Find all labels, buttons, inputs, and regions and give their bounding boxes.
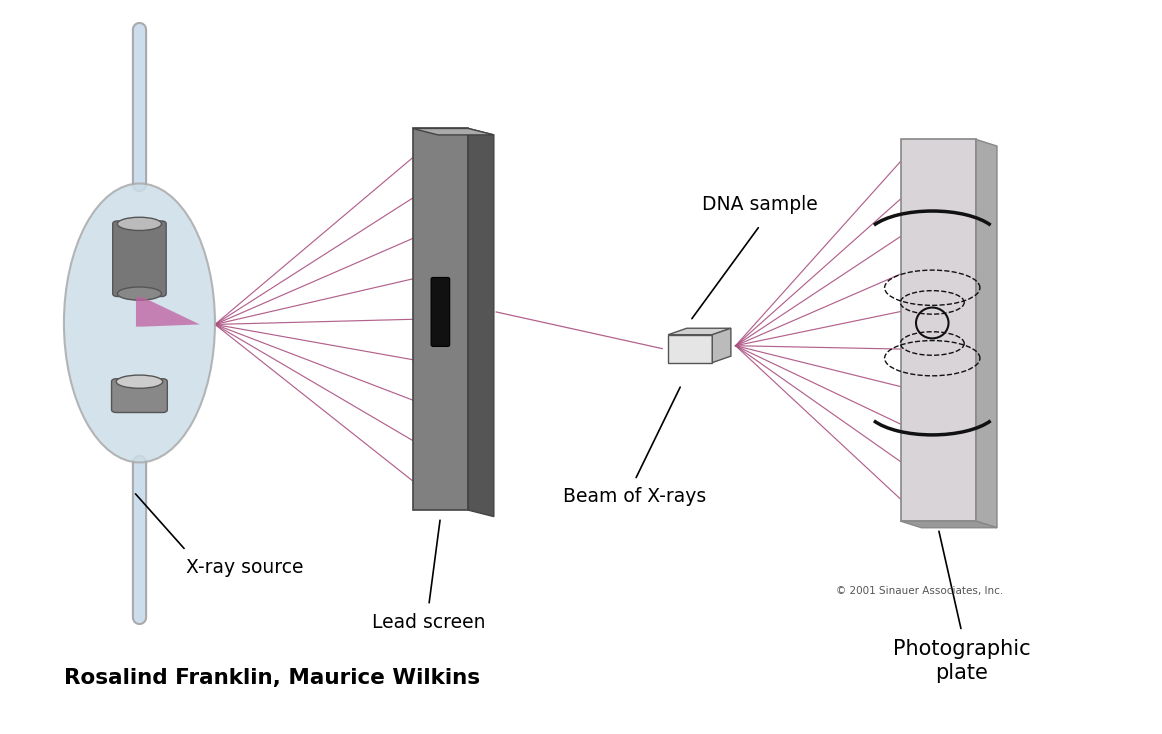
Polygon shape [413,128,468,510]
FancyBboxPatch shape [112,379,167,413]
FancyBboxPatch shape [431,277,450,346]
Ellipse shape [117,217,162,230]
Text: DNA sample: DNA sample [702,195,818,214]
Polygon shape [712,328,731,363]
Text: © 2001 Sinauer Associates, Inc.: © 2001 Sinauer Associates, Inc. [835,586,1003,597]
Polygon shape [136,297,200,327]
Polygon shape [901,139,976,521]
Text: Lead screen: Lead screen [372,613,486,632]
Ellipse shape [64,184,215,462]
Polygon shape [468,128,494,517]
Polygon shape [901,521,997,528]
FancyBboxPatch shape [113,221,166,297]
Text: Photographic
plate: Photographic plate [892,639,1031,683]
Ellipse shape [116,375,163,388]
Polygon shape [413,128,494,135]
Polygon shape [668,328,731,335]
Ellipse shape [117,287,162,300]
Text: Rosalind Franklin, Maurice Wilkins: Rosalind Franklin, Maurice Wilkins [64,668,480,688]
Polygon shape [976,139,997,528]
Polygon shape [668,335,712,363]
Text: X-ray source: X-ray source [186,558,303,577]
Text: Beam of X-rays: Beam of X-rays [564,487,706,506]
